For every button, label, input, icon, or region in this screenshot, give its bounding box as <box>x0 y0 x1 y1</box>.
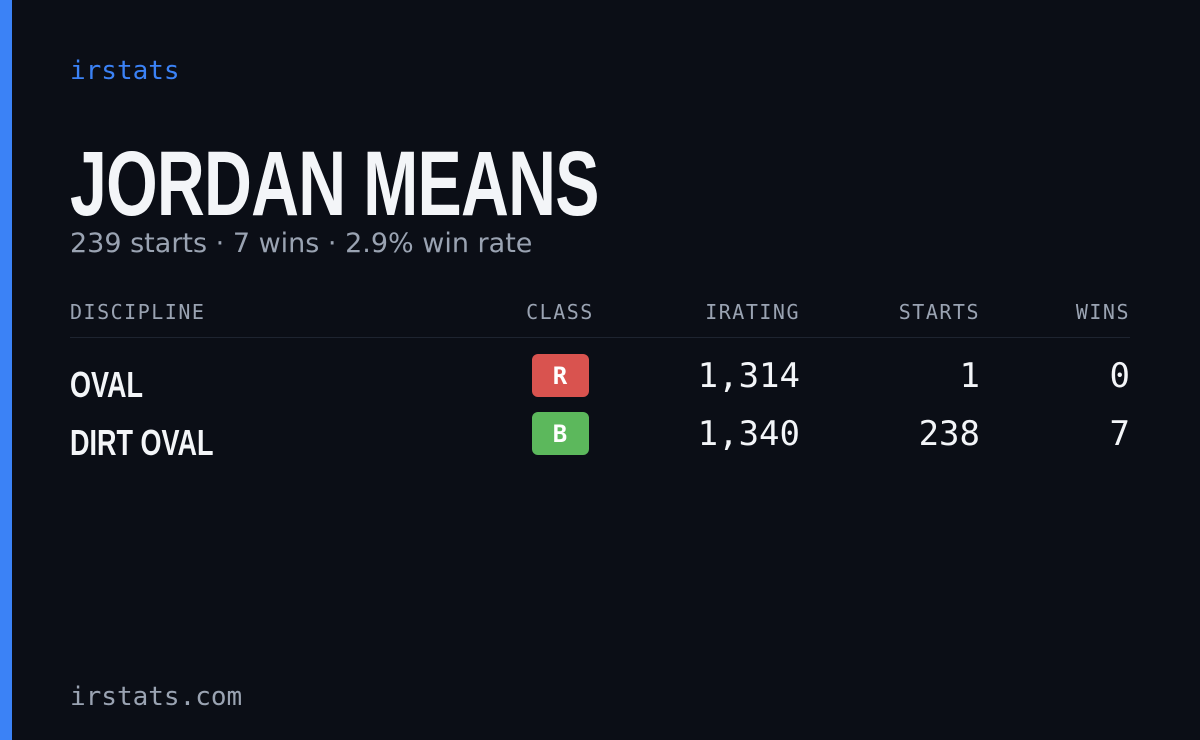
column-header: IRATING <box>705 300 800 324</box>
wins-value: 7 <box>1109 414 1130 454</box>
discipline: DIRT OVAL <box>70 422 214 463</box>
irating-value: 1,340 <box>697 414 800 454</box>
wins-value: 0 <box>1109 356 1130 396</box>
brand: irstats <box>70 56 180 86</box>
column-header: STARTS <box>898 300 980 324</box>
irating-value: 1,314 <box>697 356 800 396</box>
starts-value: 238 <box>918 414 980 454</box>
footer: irstats.com <box>70 682 243 712</box>
column-header: CLASS <box>526 300 594 324</box>
subtitle: 239 starts · 7 wins · 2.9% win rate <box>70 228 533 259</box>
column-header: WINS <box>1075 300 1130 324</box>
starts-value: 1 <box>959 356 980 396</box>
accent-bar <box>0 0 12 740</box>
discipline: OVAL <box>70 364 144 405</box>
column-header: DISCIPLINE <box>70 300 206 324</box>
class-badge: R <box>531 354 589 397</box>
class-badge: B <box>531 412 589 455</box>
divider <box>70 337 1130 338</box>
title: JORDAN MEANS <box>70 133 599 235</box>
